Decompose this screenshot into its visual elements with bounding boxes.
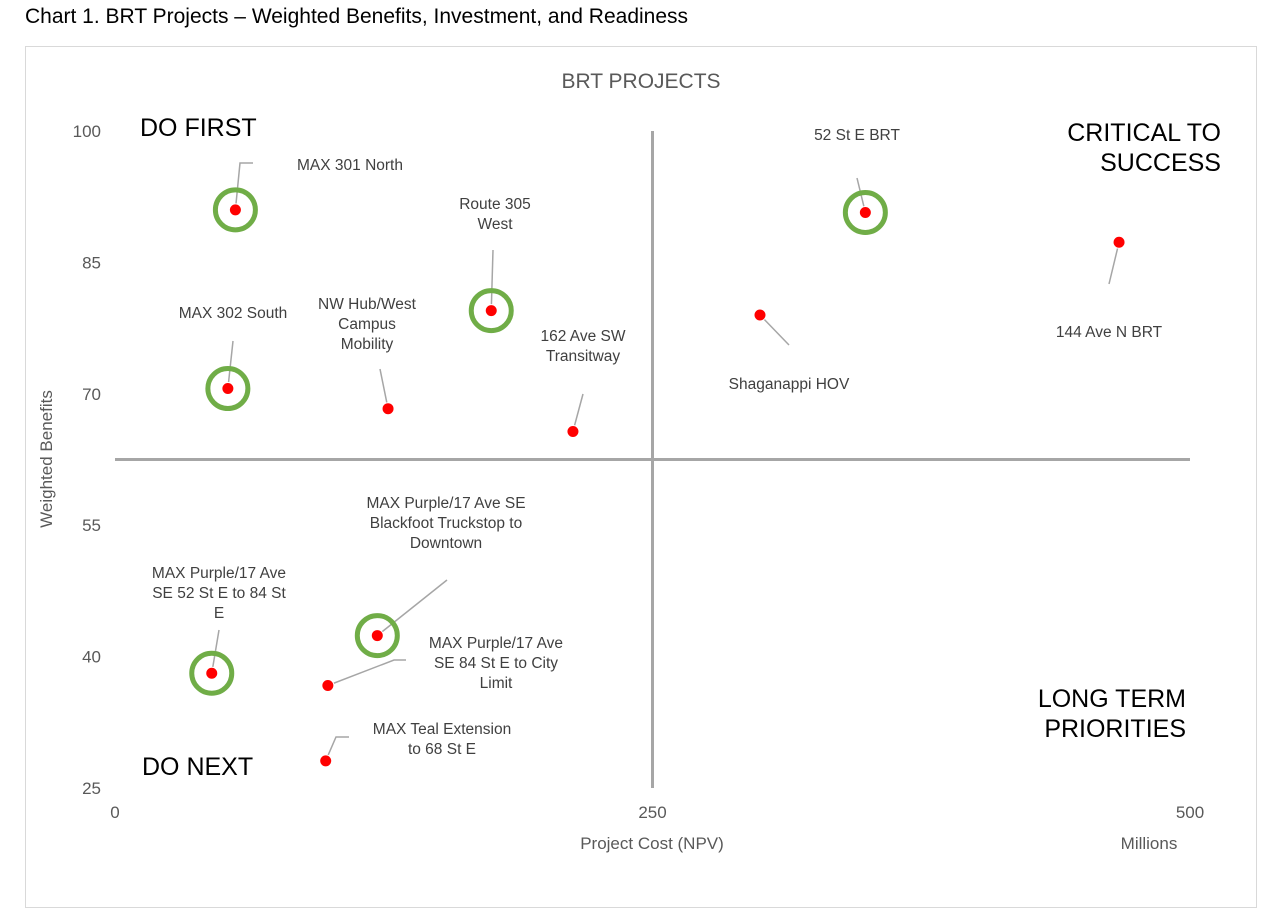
leader-line	[490, 249, 494, 311]
data-point	[566, 424, 580, 438]
point-label: MAX Teal Extension to 68 St E	[373, 721, 511, 758]
point-label-line: West	[477, 216, 513, 233]
point-label-line: SE 84 St E to City	[434, 655, 558, 672]
highlight-ring	[205, 366, 251, 412]
data-point	[1112, 235, 1126, 249]
point-label-line: 162 Ave SW	[540, 328, 625, 345]
quadrant-label-line: SUCCESS	[1100, 149, 1221, 177]
point-labels: MAX 301 North Route 305 West 52 St E BRT 144…	[152, 127, 1163, 758]
quadrant-label: DO FIRST	[140, 114, 257, 142]
quadrant-label: CRITICAL TO SUCCESS	[1067, 119, 1221, 177]
data-point	[321, 679, 335, 693]
point-label: MAX 302 South	[179, 305, 288, 322]
axis-ticks: 25 40 55 70 85 100 0 250 500	[73, 122, 1205, 822]
point-label-line: 52 St E BRT	[814, 127, 900, 144]
point-label-line: 144 Ave N BRT	[1056, 324, 1163, 341]
point-label-line: MAX Teal Extension	[373, 721, 511, 738]
data-point	[228, 203, 242, 217]
point-label-line: E	[214, 605, 224, 622]
quadrant-label-line: DO FIRST	[140, 114, 257, 142]
y-tick-label: 100	[73, 122, 101, 141]
x-tick-label: 0	[110, 803, 119, 822]
y-tick-label: 70	[82, 385, 101, 404]
leader-line	[325, 736, 349, 762]
point-label-line: Route 305	[459, 196, 531, 213]
point-label-line: to 68 St E	[408, 741, 476, 758]
point-label-line: MAX 302 South	[179, 305, 288, 322]
point-label-line: NW Hub/West	[318, 296, 417, 313]
data-point	[381, 402, 395, 416]
point-label: MAX Purple/17 Ave SE 84 St E to City Limit	[429, 635, 563, 692]
leader-line	[327, 659, 406, 687]
point-label-line: MAX Purple/17 Ave	[429, 635, 563, 652]
data-point	[221, 382, 235, 396]
point-label: MAX Purple/17 Ave SE Blackfoot Truckstop …	[366, 495, 525, 552]
point-label-line: SE 52 St E to 84 St	[152, 585, 286, 602]
leader-line	[376, 579, 448, 637]
point-label-line: Transitway	[546, 348, 621, 365]
leader-line	[227, 340, 234, 389]
data-point	[370, 629, 384, 643]
leader-line	[759, 314, 790, 346]
point-label: MAX 301 North	[297, 157, 403, 174]
leader-lines	[211, 162, 1120, 762]
x-axis-label: Project Cost (NPV)	[580, 834, 724, 853]
data-points	[205, 203, 1126, 768]
point-label: 144 Ave N BRT	[1056, 324, 1163, 341]
data-point	[858, 205, 872, 219]
y-tick-label: 85	[82, 253, 101, 272]
point-label-line: MAX Purple/17 Ave	[152, 565, 286, 582]
highlight-ring	[842, 189, 888, 235]
point-label-line: Campus	[338, 316, 396, 333]
leader-line	[234, 162, 253, 210]
quadrant-label-line: LONG TERM	[1038, 685, 1186, 713]
quadrant-label-line: CRITICAL TO	[1067, 119, 1221, 147]
data-point	[753, 308, 767, 322]
y-tick-label: 25	[82, 779, 101, 798]
quadrant-labels: DO FIRST CRITICAL TO SUCCESS DO NEXT LONG TE…	[140, 114, 1221, 781]
point-label-line: Shaganappi HOV	[729, 376, 850, 393]
highlight-ring	[354, 613, 400, 659]
y-tick-label: 40	[82, 648, 101, 667]
leader-line	[379, 368, 389, 409]
point-label: Shaganappi HOV	[729, 376, 850, 393]
quadrant-label: LONG TERM PRIORITIES	[1038, 685, 1186, 743]
point-label-line: Mobility	[341, 336, 394, 353]
y-axis-label: Weighted Benefits	[37, 390, 56, 528]
chart-caption: Chart 1. BRT Projects – Weighted Benefit…	[25, 5, 689, 28]
data-point	[205, 666, 219, 680]
point-label-line: Blackfoot Truckstop to	[370, 515, 523, 532]
highlight-ring	[212, 187, 258, 233]
leader-line	[1108, 242, 1120, 285]
point-label-line: MAX 301 North	[297, 157, 403, 174]
highlight-ring	[468, 288, 514, 334]
data-point	[484, 304, 498, 318]
point-label-line: Downtown	[410, 535, 482, 552]
y-tick-label: 55	[82, 516, 101, 535]
quadrant-label: DO NEXT	[142, 753, 253, 781]
chart-title: BRT PROJECTS	[561, 70, 720, 93]
point-label-line: MAX Purple/17 Ave SE	[366, 495, 525, 512]
point-label: Route 305 West	[459, 196, 531, 233]
highlight-rings	[189, 187, 888, 696]
data-point	[319, 754, 333, 768]
x-tick-label: 250	[638, 803, 666, 822]
quadrant-label-line: DO NEXT	[142, 753, 253, 781]
quadrant-label-line: PRIORITIES	[1044, 715, 1186, 743]
x-tick-label: 500	[1176, 803, 1204, 822]
point-label: MAX Purple/17 Ave SE 52 St E to 84 St E	[152, 565, 287, 622]
quadrant-dividers	[115, 131, 1190, 788]
highlight-ring	[189, 650, 235, 696]
x-axis-unit: Millions	[1121, 834, 1178, 853]
point-label: 52 St E BRT	[814, 127, 900, 144]
point-label: 162 Ave SW Transitway	[540, 328, 625, 365]
point-label-line: Limit	[480, 675, 513, 692]
point-label: NW Hub/West Campus Mobility	[318, 296, 417, 353]
chart-frame	[25, 46, 1257, 908]
